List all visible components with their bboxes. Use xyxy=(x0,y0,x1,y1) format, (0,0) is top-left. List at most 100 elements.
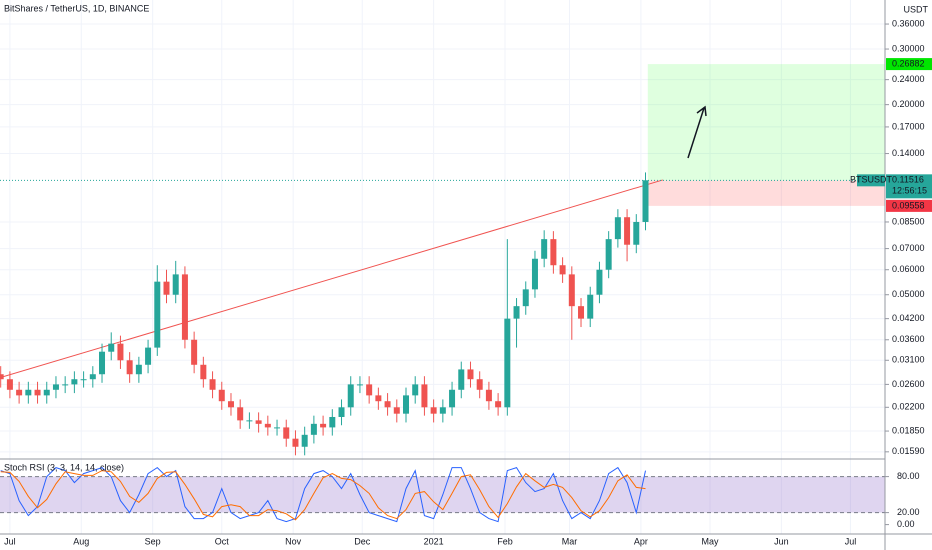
y-tick-label: 0.04200 xyxy=(892,313,925,323)
candle-body xyxy=(255,420,262,424)
candle-body xyxy=(310,423,317,435)
x-tick-label: Apr xyxy=(634,536,648,546)
y-tick-label: 0.30000 xyxy=(892,43,925,53)
candle-body xyxy=(439,407,446,414)
stoch-line xyxy=(0,466,646,523)
arrow xyxy=(687,105,707,159)
y-tick-label: 0.08500 xyxy=(892,216,925,226)
candle-body xyxy=(145,347,152,365)
x-tick-label: Dec xyxy=(354,536,371,546)
candle-body xyxy=(209,379,216,390)
candle-body xyxy=(0,374,4,380)
stop-zone xyxy=(647,180,885,206)
candle-body xyxy=(283,427,290,439)
x-tick-label: Nov xyxy=(285,536,302,546)
candle-body xyxy=(218,389,225,402)
y-tick-label: 0.05000 xyxy=(892,289,925,299)
candle-body xyxy=(430,407,437,414)
candle-body xyxy=(366,384,373,396)
y-tick-label: 0.02200 xyxy=(892,402,925,412)
candle-body xyxy=(99,351,106,375)
candle-body xyxy=(513,306,520,319)
symbol-tag-bg xyxy=(857,174,885,187)
candle-body xyxy=(246,420,253,422)
candle-body xyxy=(421,384,428,408)
candle-body xyxy=(522,289,529,307)
candle-body xyxy=(154,281,161,348)
candle-body xyxy=(402,395,409,414)
x-tick-label: May xyxy=(701,536,719,546)
candle-body xyxy=(596,269,603,295)
candle-body xyxy=(135,364,142,375)
y-tick-label: 0.00 xyxy=(897,519,915,529)
candle-body xyxy=(356,384,363,386)
chart-title: BitShares / TetherUS, 1D, BINANCE xyxy=(4,3,149,13)
candle-body xyxy=(200,364,207,380)
candle-body xyxy=(80,379,87,381)
y-tick-label: 0.02600 xyxy=(892,379,925,389)
y-tick-label: 80.00 xyxy=(897,471,920,481)
candle-body xyxy=(274,427,281,429)
candle-body xyxy=(393,407,400,414)
y-tick-label: 0.01590 xyxy=(892,446,925,456)
candle-body xyxy=(550,239,557,266)
candle-body xyxy=(449,389,456,408)
candle-body xyxy=(504,318,511,408)
candle-body xyxy=(34,389,41,396)
stop-price-label: 0.09558 xyxy=(892,200,925,210)
y-tick-label: 0.07000 xyxy=(892,243,925,253)
x-tick-label: 2021 xyxy=(424,536,444,546)
candle-body xyxy=(458,369,465,390)
candle-body xyxy=(384,401,391,408)
symbol-tag: BTSUSDT xyxy=(850,175,893,185)
candle-body xyxy=(62,384,69,386)
candle-body xyxy=(292,438,299,447)
y-tick-label: 0.06000 xyxy=(892,264,925,274)
x-tick-label: Sep xyxy=(145,536,161,546)
candle-body xyxy=(495,401,502,408)
candle-body xyxy=(89,374,96,380)
candle-body xyxy=(531,258,538,290)
candle-body xyxy=(338,407,345,417)
y-tick-label: 20.00 xyxy=(897,507,920,517)
stoch-line xyxy=(0,470,646,521)
candle-body xyxy=(43,389,50,396)
y-tick-label: 0.17000 xyxy=(892,121,925,131)
candle-body xyxy=(172,274,179,295)
candle-body xyxy=(587,294,594,319)
candle-body xyxy=(605,239,612,270)
candle-body xyxy=(320,423,327,428)
x-tick-label: Oct xyxy=(215,536,230,546)
candle-body xyxy=(559,265,566,275)
candle-body xyxy=(614,217,621,240)
countdown-label: 12:56:15 xyxy=(892,186,927,196)
y-tick-label: 0.24000 xyxy=(892,74,925,84)
candle-body xyxy=(237,407,244,421)
candle-body xyxy=(163,281,170,295)
x-tick-label: Aug xyxy=(73,536,89,546)
y-tick-label: 0.03100 xyxy=(892,355,925,365)
candle-body xyxy=(126,360,133,375)
y-tick-label: 0.03600 xyxy=(892,334,925,344)
last-price-bg xyxy=(886,174,932,199)
x-tick-label: Feb xyxy=(497,536,513,546)
candle-body xyxy=(71,379,78,385)
y-tick-label: 0.20000 xyxy=(892,99,925,109)
x-tick-label: Jul xyxy=(845,536,857,546)
candle-body xyxy=(301,434,308,447)
candle-body xyxy=(191,339,198,365)
candle-body xyxy=(467,369,474,380)
indicator-title: Stoch RSI (3, 3, 14, 14, close) xyxy=(4,462,124,472)
candle-body xyxy=(476,379,483,390)
y-tick-label: 0.01850 xyxy=(892,425,925,435)
target-price-label-bg xyxy=(886,58,932,71)
target-zone xyxy=(647,64,885,181)
candle-body xyxy=(541,239,548,259)
candle-body xyxy=(6,379,13,390)
candle-body xyxy=(264,423,271,428)
last-price-label: 0.11516 xyxy=(892,175,924,185)
candle-body xyxy=(485,389,492,402)
x-tick-label: Mar xyxy=(562,536,578,546)
candle-body xyxy=(412,384,419,396)
